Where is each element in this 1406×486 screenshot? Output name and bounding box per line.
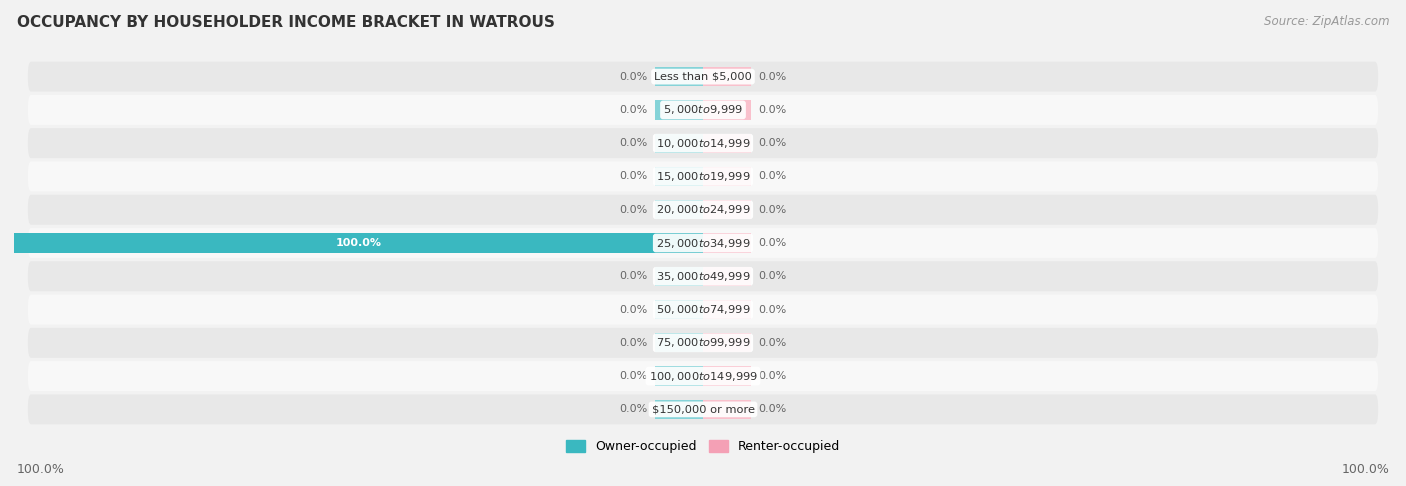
Text: 0.0%: 0.0% [758,71,786,82]
Bar [655,167,703,186]
Bar [703,233,751,253]
Bar [655,300,703,319]
Bar [703,134,751,153]
Text: 0.0%: 0.0% [620,205,648,215]
Bar [655,67,703,87]
Text: $75,000 to $99,999: $75,000 to $99,999 [655,336,751,349]
Legend: Owner-occupied, Renter-occupied: Owner-occupied, Renter-occupied [561,435,845,458]
Text: $35,000 to $49,999: $35,000 to $49,999 [655,270,751,283]
Text: 0.0%: 0.0% [758,404,786,415]
Text: 0.0%: 0.0% [758,105,786,115]
FancyBboxPatch shape [28,395,1378,424]
Text: 0.0%: 0.0% [758,138,786,148]
Text: Less than $5,000: Less than $5,000 [654,71,752,82]
FancyBboxPatch shape [28,261,1378,291]
Text: 0.0%: 0.0% [620,138,648,148]
Bar [655,366,703,386]
Bar [655,399,703,419]
Text: 0.0%: 0.0% [620,105,648,115]
Bar [703,200,751,219]
FancyBboxPatch shape [28,328,1378,358]
Text: 0.0%: 0.0% [758,271,786,281]
Bar [655,333,703,352]
Text: $10,000 to $14,999: $10,000 to $14,999 [655,137,751,150]
FancyBboxPatch shape [28,95,1378,125]
Bar [655,100,703,120]
Text: 0.0%: 0.0% [758,338,786,348]
FancyBboxPatch shape [28,361,1378,391]
FancyBboxPatch shape [28,195,1378,225]
Text: 0.0%: 0.0% [620,305,648,314]
Bar [703,333,751,352]
Bar [703,267,751,286]
FancyBboxPatch shape [28,295,1378,325]
Text: 100.0%: 100.0% [17,463,65,476]
Text: 0.0%: 0.0% [620,338,648,348]
Text: $100,000 to $149,999: $100,000 to $149,999 [648,369,758,382]
Text: 0.0%: 0.0% [620,404,648,415]
Bar [655,200,703,219]
Text: $20,000 to $24,999: $20,000 to $24,999 [655,203,751,216]
Text: $150,000 or more: $150,000 or more [651,404,755,415]
Text: 0.0%: 0.0% [620,371,648,381]
Bar [703,67,751,87]
Text: 0.0%: 0.0% [758,305,786,314]
Bar [14,233,703,253]
Text: $50,000 to $74,999: $50,000 to $74,999 [655,303,751,316]
FancyBboxPatch shape [28,161,1378,191]
Text: 100.0%: 100.0% [1341,463,1389,476]
Text: 0.0%: 0.0% [758,172,786,181]
Bar [703,300,751,319]
Bar [703,100,751,120]
Bar [655,267,703,286]
Bar [703,366,751,386]
Text: 0.0%: 0.0% [758,205,786,215]
FancyBboxPatch shape [28,62,1378,91]
Text: $15,000 to $19,999: $15,000 to $19,999 [655,170,751,183]
Text: 0.0%: 0.0% [758,371,786,381]
FancyBboxPatch shape [28,228,1378,258]
Bar [703,167,751,186]
Text: 0.0%: 0.0% [620,71,648,82]
Text: Source: ZipAtlas.com: Source: ZipAtlas.com [1264,15,1389,28]
Bar [703,399,751,419]
Text: OCCUPANCY BY HOUSEHOLDER INCOME BRACKET IN WATROUS: OCCUPANCY BY HOUSEHOLDER INCOME BRACKET … [17,15,555,30]
Text: 0.0%: 0.0% [758,238,786,248]
Text: $5,000 to $9,999: $5,000 to $9,999 [664,104,742,117]
Text: 0.0%: 0.0% [620,271,648,281]
Text: 0.0%: 0.0% [620,172,648,181]
Text: 100.0%: 100.0% [336,238,381,248]
FancyBboxPatch shape [28,128,1378,158]
Text: $25,000 to $34,999: $25,000 to $34,999 [655,237,751,249]
Bar [655,134,703,153]
